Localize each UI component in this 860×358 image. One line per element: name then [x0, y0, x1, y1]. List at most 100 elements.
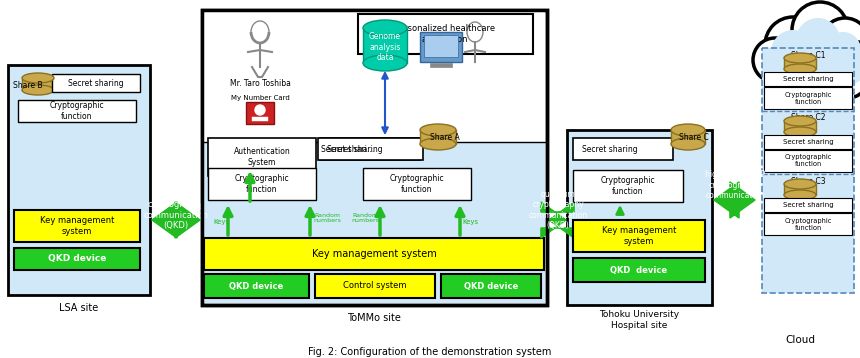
FancyBboxPatch shape [671, 130, 705, 144]
Circle shape [753, 38, 797, 82]
Text: Mr. Taro Toshiba: Mr. Taro Toshiba [230, 79, 291, 88]
Text: My Number Card: My Number Card [230, 95, 289, 101]
Text: Secret sharing: Secret sharing [783, 202, 833, 208]
FancyBboxPatch shape [573, 220, 705, 252]
FancyBboxPatch shape [573, 170, 683, 202]
Text: Cryptographic
function: Cryptographic function [390, 174, 445, 194]
Text: Random
numbers: Random numbers [313, 213, 341, 223]
Text: Genome
analysis
data: Genome analysis data [369, 32, 401, 62]
FancyBboxPatch shape [784, 121, 816, 132]
Text: Key management
system: Key management system [40, 216, 114, 236]
Circle shape [762, 46, 798, 82]
Text: Cloud: Cloud [785, 335, 815, 345]
FancyBboxPatch shape [762, 48, 854, 293]
Ellipse shape [784, 116, 816, 126]
Text: Key management
system: Key management system [602, 226, 676, 246]
FancyBboxPatch shape [764, 213, 852, 235]
Text: Share C2: Share C2 [790, 113, 826, 122]
Circle shape [824, 64, 856, 96]
Circle shape [770, 58, 810, 98]
Text: QKD device: QKD device [229, 281, 283, 290]
FancyBboxPatch shape [202, 10, 547, 305]
Text: Secret sharing: Secret sharing [783, 139, 833, 145]
Circle shape [834, 52, 860, 84]
Circle shape [825, 32, 860, 68]
Ellipse shape [784, 190, 816, 200]
Text: QKD  device: QKD device [611, 266, 667, 275]
FancyBboxPatch shape [252, 117, 268, 121]
FancyBboxPatch shape [320, 138, 420, 160]
FancyBboxPatch shape [573, 138, 673, 160]
Text: Authentication
System: Authentication System [234, 147, 291, 167]
Circle shape [802, 69, 834, 101]
Text: Share C1: Share C1 [790, 50, 826, 59]
Circle shape [792, 2, 848, 58]
FancyBboxPatch shape [52, 74, 140, 92]
FancyBboxPatch shape [363, 28, 407, 63]
Text: Share C: Share C [679, 132, 709, 141]
Text: QKD device: QKD device [464, 281, 518, 290]
Text: Cryptographic
function: Cryptographic function [784, 155, 832, 168]
Text: Quantum
cryptography
communication
(QKD): Quantum cryptography communication (QKD) [144, 190, 208, 230]
FancyBboxPatch shape [764, 150, 852, 172]
FancyBboxPatch shape [246, 102, 274, 124]
FancyBboxPatch shape [420, 32, 462, 62]
Ellipse shape [420, 124, 456, 136]
FancyBboxPatch shape [430, 63, 452, 67]
Text: Cryptographic
function: Cryptographic function [784, 92, 832, 105]
Ellipse shape [784, 64, 816, 74]
FancyBboxPatch shape [14, 210, 140, 242]
Circle shape [800, 65, 840, 105]
Circle shape [821, 18, 860, 66]
Polygon shape [714, 182, 755, 218]
FancyBboxPatch shape [363, 168, 471, 200]
Ellipse shape [671, 138, 705, 150]
Ellipse shape [22, 85, 54, 95]
Text: Secret sharing: Secret sharing [582, 145, 638, 154]
FancyBboxPatch shape [441, 274, 541, 298]
Text: Cryptographic
function: Cryptographic function [235, 174, 289, 194]
FancyBboxPatch shape [573, 258, 705, 282]
FancyBboxPatch shape [764, 135, 852, 149]
Text: Cryptographic
function: Cryptographic function [600, 176, 655, 196]
Circle shape [828, 58, 860, 98]
Text: Keys: Keys [462, 219, 478, 225]
Polygon shape [152, 202, 200, 238]
Ellipse shape [784, 53, 816, 63]
Ellipse shape [671, 124, 705, 136]
Text: Cryptographic
function: Cryptographic function [784, 218, 832, 231]
Ellipse shape [784, 179, 816, 189]
FancyBboxPatch shape [22, 78, 54, 90]
FancyBboxPatch shape [315, 274, 435, 298]
Ellipse shape [784, 127, 816, 137]
Text: Fig. 2: Configuration of the demonstration system: Fig. 2: Configuration of the demonstrati… [309, 347, 551, 357]
Circle shape [838, 42, 860, 82]
Text: Tohoku University
Hospital site: Tohoku University Hospital site [599, 310, 679, 330]
Ellipse shape [363, 55, 407, 71]
Circle shape [777, 62, 809, 94]
Text: Personalized healthcare
application: Personalized healthcare application [395, 24, 495, 44]
Text: Share B: Share B [13, 81, 43, 90]
Text: LSA site: LSA site [59, 303, 99, 313]
FancyBboxPatch shape [318, 138, 423, 160]
FancyBboxPatch shape [14, 248, 140, 270]
FancyBboxPatch shape [784, 184, 816, 195]
Text: Secret sharing: Secret sharing [68, 78, 124, 87]
FancyBboxPatch shape [208, 168, 316, 200]
Circle shape [771, 30, 815, 74]
Text: high-speed OTP
cryptographic
communication: high-speed OTP cryptographic communicati… [705, 170, 765, 200]
FancyBboxPatch shape [424, 35, 458, 57]
FancyBboxPatch shape [208, 138, 316, 176]
FancyBboxPatch shape [420, 130, 456, 144]
Ellipse shape [420, 138, 456, 150]
FancyBboxPatch shape [18, 100, 136, 122]
FancyBboxPatch shape [567, 130, 712, 305]
Text: Share C3: Share C3 [790, 176, 826, 185]
Ellipse shape [22, 73, 54, 83]
FancyBboxPatch shape [764, 198, 852, 212]
FancyBboxPatch shape [204, 238, 544, 270]
Text: Key management system: Key management system [311, 249, 436, 259]
FancyBboxPatch shape [8, 65, 150, 295]
Circle shape [796, 18, 840, 62]
FancyBboxPatch shape [204, 12, 545, 303]
